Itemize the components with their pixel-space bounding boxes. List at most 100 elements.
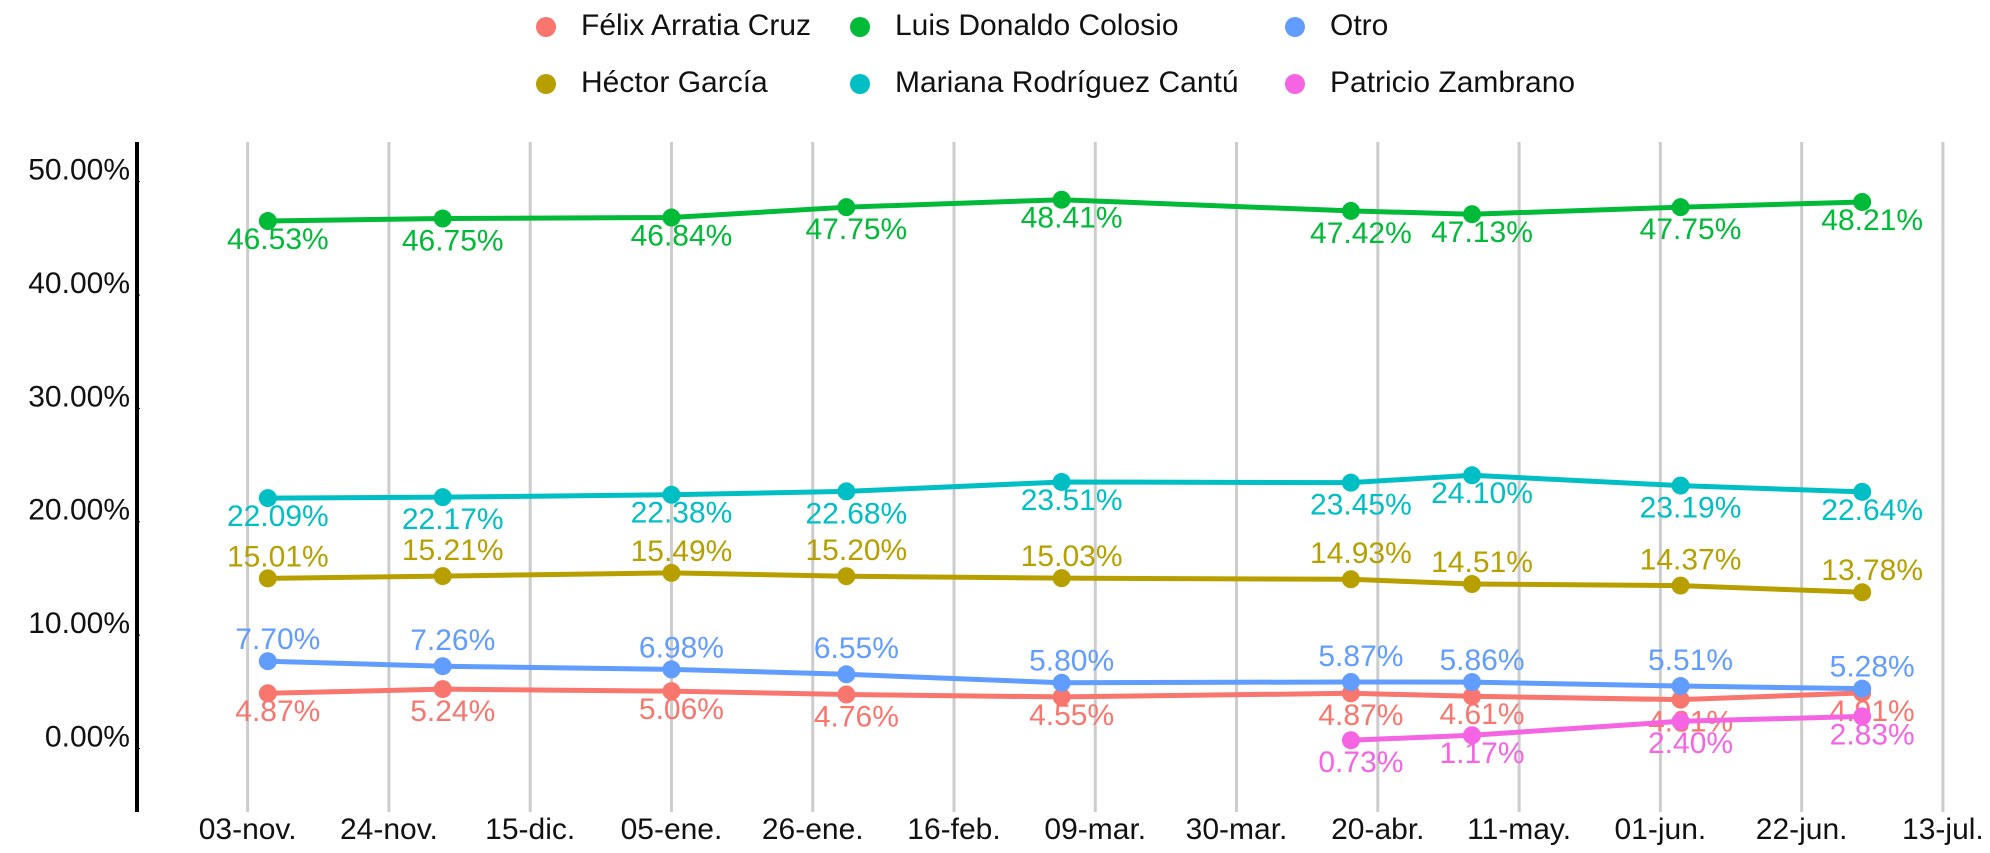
x-tick-label: 26-ene. <box>762 813 864 846</box>
y-tick-label: 10.00% <box>28 607 130 640</box>
data-point <box>662 208 681 227</box>
data-label: 15.01% <box>227 540 329 573</box>
data-label: 15.20% <box>805 534 907 567</box>
y-tick-label: 20.00% <box>28 494 130 527</box>
data-point <box>662 485 681 504</box>
data-label: 4.61% <box>1439 698 1524 731</box>
data-label: 2.40% <box>1648 727 1733 760</box>
data-point <box>1341 672 1360 691</box>
data-label: 1.17% <box>1439 737 1524 770</box>
data-label: 23.19% <box>1640 492 1742 525</box>
data-label: 7.70% <box>235 623 320 656</box>
legend-label: Patricio Zambrano <box>1330 66 1575 99</box>
data-label: 4.55% <box>1029 699 1114 732</box>
data-point <box>1052 472 1071 491</box>
data-label: 46.84% <box>631 219 733 252</box>
data-point <box>1671 576 1690 595</box>
data-label: 22.64% <box>1821 494 1923 527</box>
data-point <box>1853 679 1872 698</box>
x-tick-label: 13-jul. <box>1902 813 1984 846</box>
data-label: 22.68% <box>805 497 907 530</box>
data-label: 5.24% <box>410 695 495 728</box>
data-point <box>1463 205 1481 224</box>
data-label: 23.45% <box>1310 489 1412 522</box>
data-point <box>1671 198 1690 217</box>
data-point <box>1341 201 1360 220</box>
data-point <box>1463 726 1481 745</box>
data-point <box>662 660 681 679</box>
data-point <box>433 488 452 507</box>
data-label: 22.38% <box>631 497 733 530</box>
legend-marker <box>1285 74 1305 94</box>
x-tick-label: 30-mar. <box>1186 813 1288 846</box>
data-label: 15.03% <box>1021 540 1123 573</box>
data-label: 5.06% <box>639 693 724 726</box>
data-label: 22.17% <box>402 503 504 536</box>
data-label: 22.09% <box>227 500 329 533</box>
legend-marker <box>850 17 870 37</box>
data-point <box>1052 569 1071 588</box>
data-label: 13.78% <box>1821 554 1923 587</box>
data-label: 6.55% <box>814 632 899 665</box>
data-label: 15.49% <box>631 535 733 568</box>
x-tick-label: 15-dic. <box>485 813 575 846</box>
data-label: 14.51% <box>1431 546 1533 579</box>
y-tick-label: 0.00% <box>45 720 130 753</box>
data-label: 14.37% <box>1640 544 1742 577</box>
data-label: 5.51% <box>1648 644 1733 677</box>
data-point <box>1853 482 1872 501</box>
legend-marker <box>850 74 870 94</box>
data-point <box>662 563 681 582</box>
data-point <box>258 684 277 703</box>
data-point <box>1341 473 1360 492</box>
data-label: 7.26% <box>410 624 495 657</box>
data-label: 47.75% <box>805 213 907 246</box>
data-label: 5.80% <box>1029 645 1114 678</box>
data-point <box>1853 192 1872 211</box>
x-tick-label: 22-jun. <box>1756 813 1848 846</box>
data-point <box>1052 190 1071 209</box>
data-label: 4.76% <box>814 700 899 733</box>
data-label: 5.86% <box>1439 644 1524 677</box>
data-label: 46.53% <box>227 223 329 256</box>
legend-label: Luis Donaldo Colosio <box>895 9 1179 42</box>
data-label: 0.73% <box>1318 746 1403 779</box>
data-point <box>1052 673 1071 692</box>
data-point <box>837 685 856 704</box>
data-label: 6.98% <box>639 631 724 664</box>
data-label: 47.13% <box>1431 216 1533 249</box>
x-tick-label: 24-nov. <box>340 813 438 846</box>
x-tick-label: 16-feb. <box>907 813 1000 846</box>
data-point <box>258 212 277 231</box>
x-tick-label: 11-may. <box>1467 813 1571 846</box>
data-point <box>1463 687 1481 706</box>
data-point <box>258 489 277 508</box>
x-tick-label: 03-nov. <box>199 813 297 846</box>
data-point <box>1671 690 1690 709</box>
legend-label: Héctor García <box>581 66 768 99</box>
data-point <box>1853 583 1872 602</box>
series-line <box>1350 713 1863 743</box>
data-point <box>1463 673 1481 692</box>
data-point <box>1853 707 1872 726</box>
data-point <box>433 657 452 676</box>
data-label: 4.87% <box>235 695 320 728</box>
legend-marker <box>1285 17 1305 37</box>
data-point <box>1671 476 1690 495</box>
y-tick-label: 50.00% <box>28 154 130 187</box>
legend-label: Mariana Rodríguez Cantú <box>895 66 1239 99</box>
data-point <box>837 567 856 586</box>
data-label: 23.51% <box>1021 484 1123 517</box>
x-tick-label: 01-jun. <box>1614 813 1706 846</box>
legend-marker <box>536 74 556 94</box>
x-tick-label: 05-ene. <box>621 813 723 846</box>
data-point <box>1463 575 1481 594</box>
data-label: 47.75% <box>1640 213 1742 246</box>
data-point <box>1052 687 1071 706</box>
data-point <box>1671 677 1690 696</box>
data-label: 48.41% <box>1021 202 1123 235</box>
data-point <box>433 209 452 228</box>
legend-label: Otro <box>1330 9 1388 42</box>
data-label: 46.75% <box>402 224 504 257</box>
